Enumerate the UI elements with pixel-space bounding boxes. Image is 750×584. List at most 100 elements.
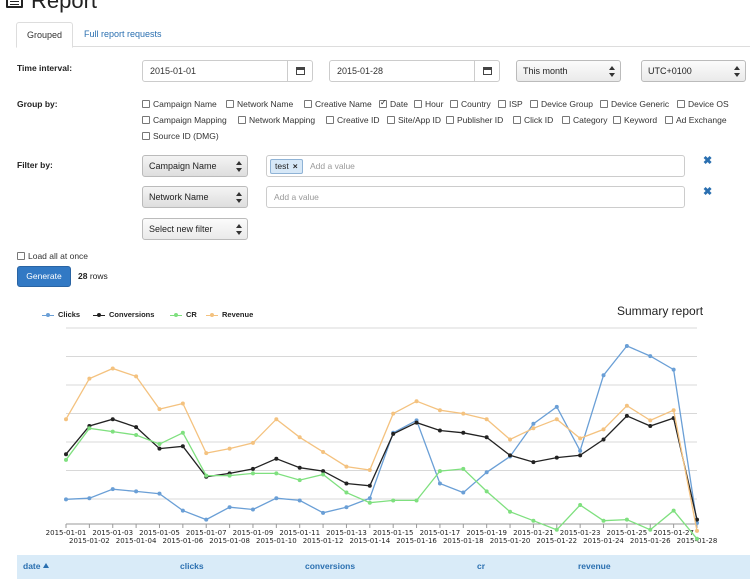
- filter-field-select-1[interactable]: Campaign Name: [142, 155, 248, 177]
- data-point: [157, 446, 162, 451]
- data-point: [157, 491, 162, 496]
- checkbox-box[interactable]: [450, 100, 458, 108]
- filter-field-value: Campaign Name: [149, 161, 217, 171]
- data-point: [648, 418, 653, 423]
- calendar-icon[interactable]: [287, 61, 312, 81]
- checkbox-box[interactable]: [513, 116, 521, 124]
- x-tick-label: 2015-01-06: [163, 537, 204, 545]
- legend-item[interactable]: Conversions: [93, 310, 154, 319]
- checkbox-box[interactable]: [142, 100, 150, 108]
- remove-tag-icon[interactable]: ×: [292, 161, 298, 171]
- checkbox-box[interactable]: [414, 100, 422, 108]
- group-by-option-label: Click ID: [524, 115, 554, 125]
- group-by-option[interactable]: Creative ID: [326, 115, 380, 125]
- checkbox-box[interactable]: [562, 116, 570, 124]
- group-by-option[interactable]: Ad Exchange: [665, 115, 727, 125]
- legend-item[interactable]: Clicks: [42, 310, 80, 319]
- checkbox-box[interactable]: [530, 100, 538, 108]
- filter-value-tag[interactable]: test ×: [270, 159, 303, 174]
- checkbox-box[interactable]: [498, 100, 506, 108]
- timezone-select[interactable]: UTC+0100: [641, 60, 746, 82]
- legend-item[interactable]: Revenue: [206, 310, 253, 319]
- x-tick-label: 2015-01-09: [233, 529, 274, 537]
- data-point: [484, 470, 489, 475]
- data-point: [437, 469, 442, 474]
- group-by-option[interactable]: Source ID (DMG): [142, 131, 219, 141]
- legend-item[interactable]: CR: [170, 310, 197, 319]
- data-point: [87, 426, 92, 431]
- group-by-option[interactable]: Device Generic: [600, 99, 669, 109]
- data-point: [578, 436, 583, 441]
- x-tick-label: 2015-01-24: [583, 537, 624, 545]
- checkbox-box[interactable]: [226, 100, 234, 108]
- filter-values-input-1[interactable]: test × Add a value: [266, 155, 685, 177]
- checkbox-box[interactable]: [379, 98, 387, 108]
- data-point: [297, 498, 302, 503]
- group-by-option[interactable]: Network Name: [226, 99, 293, 109]
- data-point: [461, 430, 466, 435]
- start-date-field[interactable]: 2015-01-01: [142, 60, 313, 82]
- checkbox-box[interactable]: [613, 116, 621, 124]
- x-tick-label: 2015-01-03: [92, 529, 133, 537]
- period-select[interactable]: This month: [516, 60, 621, 82]
- load-all-checkbox[interactable]: Load all at once: [17, 251, 88, 261]
- group-by-option-label: Device Group: [541, 99, 593, 109]
- checkbox-box[interactable]: [304, 100, 312, 108]
- tab-grouped[interactable]: Grouped: [16, 22, 74, 48]
- new-filter-select[interactable]: Select new filter: [142, 218, 248, 240]
- checkbox-box[interactable]: [238, 116, 246, 124]
- period-value: This month: [523, 66, 568, 76]
- data-point: [64, 497, 68, 502]
- group-by-option[interactable]: Hour: [414, 99, 443, 109]
- group-by-option[interactable]: Date: [379, 98, 408, 109]
- remove-filter-icon[interactable]: ✖: [703, 155, 713, 167]
- column-header-cr[interactable]: cr: [477, 561, 486, 571]
- series-line: [65, 367, 698, 532]
- page-header: Report: [6, 0, 97, 14]
- timezone-value: UTC+0100: [648, 66, 692, 76]
- checkbox-box[interactable]: [446, 116, 454, 124]
- data-point: [321, 449, 326, 454]
- column-header-revenue[interactable]: revenue: [578, 561, 611, 571]
- tab-full-report-requests[interactable]: Full report requests: [84, 29, 162, 39]
- group-by-option[interactable]: Campaign Mapping: [142, 115, 227, 125]
- group-by-option[interactable]: Device Group: [530, 99, 593, 109]
- x-tick-label: 2015-01-13: [326, 529, 367, 537]
- data-point: [367, 500, 372, 505]
- data-point: [391, 498, 396, 503]
- column-header-conversions[interactable]: conversions: [305, 561, 356, 571]
- calendar-icon[interactable]: [474, 61, 499, 81]
- checkbox-box[interactable]: [17, 252, 25, 260]
- group-by-option[interactable]: Network Mapping: [238, 115, 315, 125]
- checkbox-box[interactable]: [665, 116, 673, 124]
- filter-values-input-2[interactable]: Add a value: [266, 186, 685, 208]
- column-header-clicks[interactable]: clicks: [180, 561, 204, 571]
- group-by-option[interactable]: Creative Name: [304, 99, 372, 109]
- group-by-option-label: Country: [461, 99, 491, 109]
- group-by-option[interactable]: Keyword: [613, 115, 657, 125]
- data-point: [157, 407, 162, 412]
- group-by-option[interactable]: Device OS: [677, 99, 729, 109]
- data-point: [204, 473, 209, 478]
- checkbox-box[interactable]: [142, 116, 150, 124]
- group-by-option[interactable]: ISP: [498, 99, 523, 109]
- group-by-option[interactable]: Click ID: [513, 115, 553, 125]
- filter-field-select-2[interactable]: Network Name: [142, 186, 248, 208]
- group-by-option[interactable]: Site/App ID: [387, 115, 441, 125]
- group-by-option[interactable]: Category: [562, 115, 608, 125]
- end-date-field[interactable]: 2015-01-28: [329, 60, 500, 82]
- group-by-option[interactable]: Publisher ID: [446, 115, 503, 125]
- checkbox-box[interactable]: [677, 100, 685, 108]
- column-header-date[interactable]: date: [23, 561, 50, 571]
- generate-button[interactable]: Generate: [17, 266, 71, 287]
- group-by-option[interactable]: Country: [450, 99, 491, 109]
- group-by-option[interactable]: Campaign Name: [142, 99, 217, 109]
- data-point: [578, 448, 583, 453]
- x-tick-label: 2015-01-15: [373, 529, 414, 537]
- checkbox-box[interactable]: [326, 116, 334, 124]
- remove-filter-icon[interactable]: ✖: [703, 186, 713, 198]
- checkbox-box[interactable]: [387, 116, 395, 124]
- checkbox-box[interactable]: [600, 100, 608, 108]
- checkbox-box[interactable]: [142, 132, 150, 140]
- data-point: [274, 417, 279, 422]
